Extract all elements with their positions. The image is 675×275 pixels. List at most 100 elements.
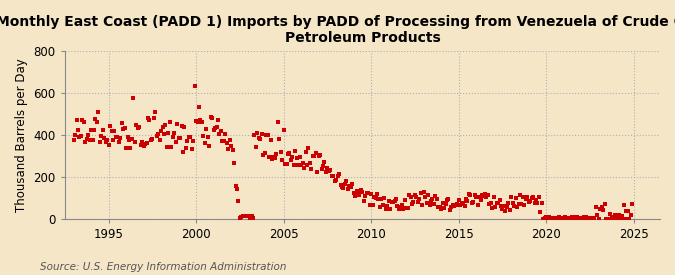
Point xyxy=(470,195,481,200)
Point xyxy=(179,125,190,129)
Point xyxy=(591,205,601,210)
Point xyxy=(379,196,389,200)
Point xyxy=(602,216,613,221)
Point xyxy=(134,125,144,130)
Point xyxy=(146,138,157,142)
Point xyxy=(541,215,551,220)
Point xyxy=(519,203,530,207)
Point xyxy=(102,138,113,142)
Point xyxy=(405,194,416,199)
Point xyxy=(297,161,308,165)
Point xyxy=(412,200,423,204)
Point xyxy=(327,174,338,178)
Point xyxy=(561,215,572,220)
Point xyxy=(434,205,445,210)
Point xyxy=(481,195,492,199)
Point xyxy=(564,216,575,221)
Point xyxy=(238,214,248,218)
Point xyxy=(597,208,608,212)
Point xyxy=(614,213,624,217)
Point xyxy=(418,189,429,194)
Point xyxy=(126,136,137,141)
Point xyxy=(213,117,223,122)
Point xyxy=(284,151,295,155)
Point xyxy=(307,154,318,158)
Point xyxy=(415,191,426,196)
Point xyxy=(488,195,499,199)
Point xyxy=(141,141,152,145)
Point xyxy=(408,200,419,204)
Point xyxy=(107,138,118,142)
Point xyxy=(603,216,614,221)
Point xyxy=(338,186,349,190)
Point xyxy=(316,167,327,171)
Point xyxy=(420,195,431,200)
Point xyxy=(437,200,448,205)
Point xyxy=(608,216,619,220)
Point xyxy=(322,166,333,170)
Point xyxy=(332,174,343,178)
Point xyxy=(111,135,122,139)
Point xyxy=(509,204,520,208)
Point xyxy=(290,149,301,153)
Point xyxy=(321,170,331,174)
Point xyxy=(458,201,468,205)
Point xyxy=(232,187,242,191)
Point xyxy=(83,133,94,138)
Point xyxy=(592,212,603,217)
Point xyxy=(493,201,504,206)
Point xyxy=(472,203,483,207)
Point xyxy=(201,126,212,131)
Point xyxy=(178,150,188,154)
Point xyxy=(116,121,127,126)
Point xyxy=(582,216,593,221)
Point xyxy=(161,144,172,149)
Point xyxy=(95,140,105,144)
Point xyxy=(137,140,148,145)
Point xyxy=(436,207,447,211)
Point xyxy=(229,161,240,165)
Point xyxy=(494,197,505,202)
Point xyxy=(445,208,456,212)
Point xyxy=(215,128,226,133)
Point xyxy=(611,216,622,221)
Point xyxy=(166,145,177,149)
Point xyxy=(545,216,556,220)
Text: Source: U.S. Energy Information Administration: Source: U.S. Energy Information Administ… xyxy=(40,262,287,272)
Point xyxy=(553,216,564,221)
Point xyxy=(449,204,460,208)
Point xyxy=(391,197,402,202)
Point xyxy=(595,207,605,211)
Point xyxy=(618,202,629,207)
Point xyxy=(214,131,225,136)
Point xyxy=(121,146,132,150)
Point xyxy=(325,167,335,172)
Point xyxy=(589,216,600,221)
Point xyxy=(80,140,90,145)
Point xyxy=(185,135,196,139)
Point xyxy=(287,155,298,160)
Point xyxy=(456,202,467,207)
Point xyxy=(188,139,198,143)
Point xyxy=(313,154,324,158)
Point xyxy=(130,140,140,145)
Point xyxy=(370,196,381,200)
Point xyxy=(497,207,508,211)
Point xyxy=(192,120,203,124)
Point xyxy=(587,216,598,220)
Point xyxy=(477,192,487,197)
Point xyxy=(621,209,632,214)
Point xyxy=(267,157,277,162)
Point xyxy=(286,158,296,162)
Point xyxy=(369,194,379,199)
Point xyxy=(207,116,217,120)
Point xyxy=(148,116,159,120)
Point xyxy=(354,193,365,197)
Point xyxy=(294,155,305,159)
Point xyxy=(380,207,391,211)
Point xyxy=(253,135,264,140)
Point xyxy=(76,134,86,138)
Point xyxy=(423,192,433,197)
Point xyxy=(421,201,432,205)
Title: Monthly East Coast (PADD 1) Imports by PADD of Processing from Venezuela of Crud: Monthly East Coast (PADD 1) Imports by P… xyxy=(0,15,675,45)
